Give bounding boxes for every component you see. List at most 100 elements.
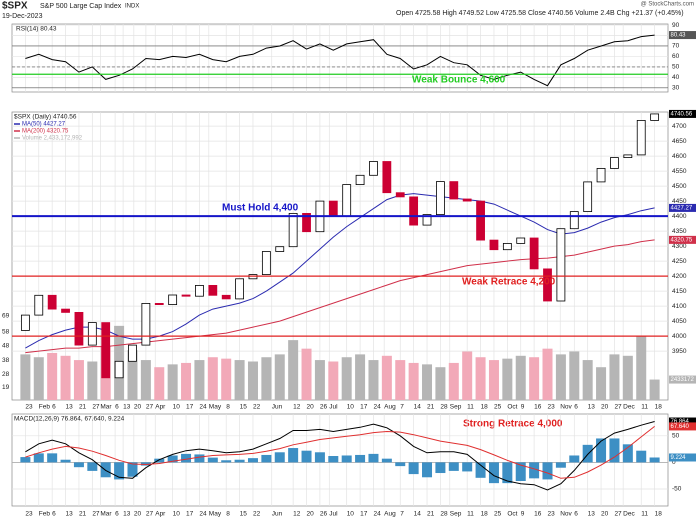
histogram-bar [140, 462, 151, 466]
volume-bar [274, 354, 285, 400]
x-tick-label: Mar [100, 511, 112, 518]
x-tick-label: Aug [384, 404, 396, 411]
histogram-bar [381, 458, 392, 463]
histogram-bar [60, 459, 71, 463]
x-tick-label: 25 [494, 511, 502, 518]
x-tick-label: 27 [146, 404, 154, 411]
x-tick-label: Jun [272, 511, 283, 518]
histogram-bar [542, 462, 553, 480]
histogram-bar [207, 457, 218, 463]
x-tick-label: 9 [521, 404, 525, 411]
y-tick-label: 4100 [672, 303, 687, 310]
histogram-bar [341, 455, 352, 463]
quote: Open 4725.58 High 4749.52 Low 4725.58 Cl… [396, 10, 684, 17]
candle [422, 214, 432, 226]
x-tick-label: 21 [427, 511, 435, 518]
x-tick-label: 20 [601, 511, 609, 518]
x-tick-label: 6 [115, 404, 119, 411]
line [25, 34, 655, 87]
volume-bar [636, 335, 647, 400]
x-tick-label: 23 [548, 404, 556, 411]
legend-label: MA(50) 4427.27 [22, 122, 66, 128]
histogram-bar [582, 444, 593, 463]
x-tick-label: 21 [427, 404, 435, 411]
histogram-bar [87, 462, 98, 471]
histogram-bar [181, 453, 192, 463]
value-tag: 80.43 [671, 33, 687, 39]
volume-bar [529, 357, 540, 400]
x-tick-label: 6 [115, 511, 119, 518]
x-tick-label: Jul [329, 404, 338, 411]
candle [195, 284, 204, 297]
histogram-bar [636, 450, 647, 463]
x-tick-label: May [209, 511, 222, 518]
x-tick-label: 13 [66, 404, 74, 411]
histogram-bar [288, 448, 299, 463]
x-tick-label: 13 [66, 511, 74, 518]
y-tick-label: 4550 [672, 168, 687, 175]
y-tick-label: 70 [672, 43, 680, 50]
x-tick-label: 10 [173, 511, 181, 518]
x-tick-label: 10 [347, 511, 355, 518]
x-tick-label: Nov [560, 511, 572, 518]
candle [302, 212, 311, 233]
histogram-bar [274, 452, 285, 463]
x-tick-label: 17 [360, 404, 368, 411]
candle [596, 167, 606, 183]
y-tick-label: 0 [672, 459, 676, 466]
candle [20, 314, 30, 331]
histogram-bar [529, 462, 540, 479]
candle [114, 360, 124, 379]
x-tick-label: 6 [574, 511, 578, 518]
volume-bar [555, 354, 566, 400]
x-tick-label: 10 [347, 404, 355, 411]
y-tick-label: 50 [672, 64, 680, 71]
value-tag-bg [669, 31, 696, 40]
candle [516, 237, 526, 244]
legend-label: Volume 2,433,172,992 [22, 136, 83, 142]
x-tick-label: 6 [52, 511, 56, 518]
y-tick-label: 40 [672, 74, 680, 81]
x-tick-label: 8 [226, 511, 230, 518]
x-tick-label: 16 [534, 404, 542, 411]
x-tick-label: 25 [494, 404, 502, 411]
histogram-bar [328, 456, 339, 463]
value-tag: 4427.27 [671, 205, 693, 211]
x-tick-label: 11 [467, 511, 474, 518]
x-tick-label: 6 [52, 404, 56, 411]
x-tick-label: 23 [25, 511, 33, 518]
volume-bar [649, 379, 660, 400]
candle [489, 239, 499, 251]
candle [221, 294, 231, 300]
x-tick-label: 11 [641, 404, 648, 411]
histogram-bar [368, 453, 379, 463]
x-tick-label: 27 [614, 404, 622, 411]
value-tag: 76.864 [671, 419, 690, 425]
histogram-bar [301, 450, 312, 463]
histogram-bar [355, 454, 366, 463]
x-tick-label: 9 [521, 511, 525, 518]
candle [382, 161, 392, 194]
histogram-bar [622, 444, 633, 463]
volume-bar [314, 360, 325, 400]
x-tick-label: 23 [548, 511, 556, 518]
x-tick-label: 20 [134, 511, 142, 518]
x-tick-label: 26 [320, 404, 328, 411]
x-tick-label: 21 [79, 404, 87, 411]
x-tick-label: Oct [507, 511, 517, 518]
line [25, 239, 655, 354]
histogram-bar [475, 462, 486, 478]
volume-bar [140, 360, 151, 400]
candle [409, 196, 419, 226]
annotation-label: Strong Retrace 4,000 [463, 419, 563, 430]
x-tick-label: 24 [199, 511, 207, 518]
x-tick-label: 26 [320, 511, 328, 518]
x-tick-label: 7 [400, 404, 404, 411]
value-tag: 2433172 [671, 377, 695, 383]
y2-tick-label: 48 [2, 343, 10, 350]
x-tick-label: 10 [173, 404, 181, 411]
value-tag: 4740.56 [671, 112, 693, 118]
x-tick-label: 22 [253, 511, 261, 518]
x-tick-label: 13 [123, 404, 131, 411]
